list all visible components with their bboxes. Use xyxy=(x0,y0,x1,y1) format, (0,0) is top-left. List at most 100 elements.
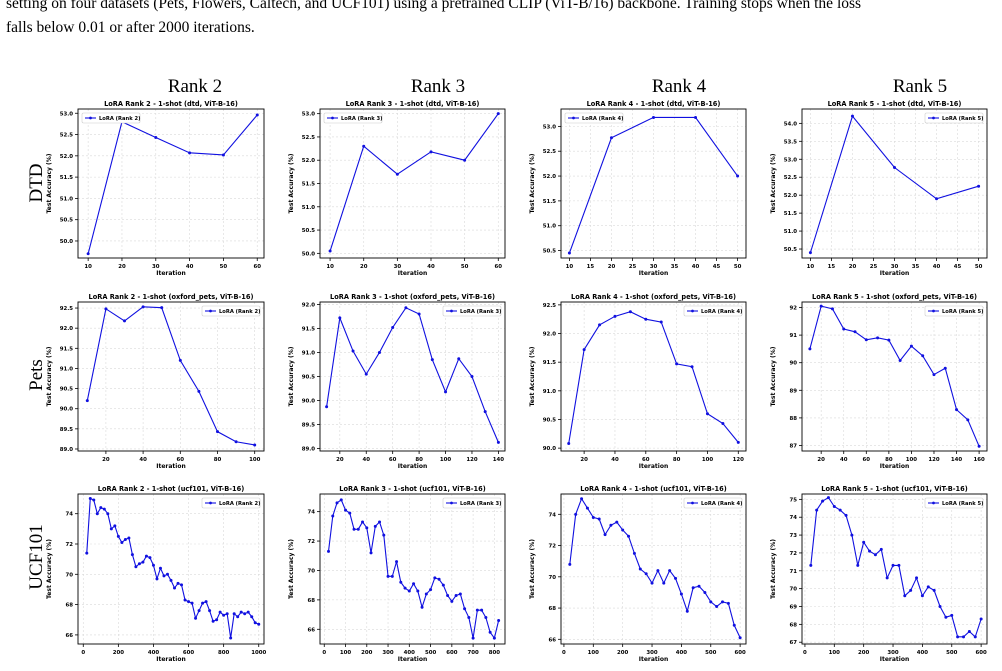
legend-marker xyxy=(932,116,935,120)
data-point xyxy=(809,563,813,567)
chart-pets-rank-3: 20 40 60 80 100 120 140 89.0 89.5 90.0 90.5 91.0 91.… xyxy=(288,293,506,470)
chart-ucf101-rank-5: 0 100 200 300 400 500 600 67 68 69 70 71 72 73 74 75 LoR… xyxy=(770,485,988,663)
data-point xyxy=(395,560,399,564)
data-point xyxy=(236,615,240,619)
data-point xyxy=(365,526,369,530)
y-axis-label: Test Accuracy (%) xyxy=(770,153,777,213)
data-point xyxy=(967,630,971,633)
x-tick-label: 140 xyxy=(493,457,505,463)
data-point xyxy=(399,580,403,584)
x-tick-label: 20 xyxy=(102,457,110,463)
y-tick-label: 50.5 xyxy=(784,247,798,253)
data-point xyxy=(187,600,191,604)
x-tick-label: 500 xyxy=(946,650,958,656)
data-point xyxy=(437,577,441,581)
data-point xyxy=(864,338,868,342)
data-point xyxy=(463,158,467,162)
x-axis-label: Iteration xyxy=(398,656,428,663)
data-point xyxy=(454,593,458,597)
y-axis-label: Test Accuracy (%) xyxy=(288,539,295,599)
y-tick-label: 92.5 xyxy=(60,306,74,312)
data-point xyxy=(243,612,247,616)
data-point xyxy=(158,566,162,570)
data-point xyxy=(603,533,607,537)
data-point xyxy=(674,576,678,580)
chart-title: LoRA Rank 3 - 1-shot (ucf101, ViT-B-16) xyxy=(339,485,485,493)
caption-line-2: falls below 0.01 or after 2000 iteration… xyxy=(6,19,255,36)
y-tick-label: 92.0 xyxy=(302,302,316,308)
legend-marker xyxy=(89,116,92,120)
data-point xyxy=(178,358,182,362)
data-point xyxy=(369,551,373,555)
data-point xyxy=(257,622,261,626)
data-point xyxy=(668,569,672,573)
x-tick-label: 20 xyxy=(608,264,616,270)
series-line xyxy=(810,496,982,638)
column-title-rank-2: Rank 2 xyxy=(167,76,223,97)
data-point xyxy=(926,585,930,589)
legend-label: LoRA (Rank 3) xyxy=(460,309,501,315)
data-point xyxy=(141,560,145,564)
data-point xyxy=(165,572,169,576)
data-point xyxy=(873,553,877,557)
data-point xyxy=(221,153,225,157)
legend-box xyxy=(924,497,984,509)
data-point xyxy=(253,621,257,625)
data-point xyxy=(470,375,474,378)
chart-ucf101-rank-3: 0 100 200 300 400 500 600 700 800 66 68 70 72 74 LoRA … xyxy=(288,485,506,663)
x-tick-label: 200 xyxy=(617,650,629,656)
legend-label: LoRA (Rank 5) xyxy=(942,309,983,315)
data-point xyxy=(955,408,959,412)
x-tick-label: 20 xyxy=(849,264,857,270)
data-point xyxy=(567,442,571,446)
plot-frame xyxy=(801,301,988,452)
x-tick-label: 50 xyxy=(734,264,742,270)
data-point xyxy=(897,563,901,567)
data-point xyxy=(675,362,679,366)
y-tick-label: 92.0 xyxy=(60,326,74,332)
data-point xyxy=(339,498,343,502)
y-tick-label: 67 xyxy=(789,640,797,646)
y-tick-label: 51.0 xyxy=(60,196,74,202)
data-point xyxy=(403,586,407,590)
y-tick-label: 51.5 xyxy=(302,182,316,188)
y-tick-label: 51.5 xyxy=(784,211,798,217)
legend-marker xyxy=(450,501,453,505)
x-tick-label: 60 xyxy=(389,457,397,463)
chart-title: LoRA Rank 3 - 1-shot (oxford_pets, ViT-B… xyxy=(330,293,495,301)
data-point xyxy=(650,581,654,585)
y-tick-label: 91 xyxy=(789,333,797,339)
y-tick-label: 90.0 xyxy=(302,399,316,405)
data-point xyxy=(935,197,939,201)
data-point xyxy=(216,430,219,434)
data-point xyxy=(201,601,205,605)
x-tick-label: 80 xyxy=(415,457,423,463)
y-tick-label: 69 xyxy=(789,605,797,611)
legend-marker xyxy=(209,309,212,313)
y-axis-label: Test Accuracy (%) xyxy=(770,346,777,406)
x-tick-label: 10 xyxy=(84,264,92,270)
x-tick-label: 40 xyxy=(611,457,619,463)
legend-label: LoRA (Rank 2) xyxy=(219,501,260,507)
y-tick-label: 88 xyxy=(789,416,797,422)
data-point xyxy=(838,508,842,512)
data-point xyxy=(450,599,454,603)
y-tick-label: 53.0 xyxy=(302,112,316,118)
series-line xyxy=(87,114,258,254)
x-tick-label: 20 xyxy=(817,457,825,463)
data-point xyxy=(876,336,880,340)
x-axis-label: Iteration xyxy=(639,270,669,277)
data-point xyxy=(632,551,636,555)
data-point xyxy=(180,583,184,587)
data-point xyxy=(815,508,819,512)
y-tick-label: 66 xyxy=(548,637,556,643)
data-point xyxy=(862,540,866,544)
data-point xyxy=(151,563,155,567)
y-tick-label: 51.0 xyxy=(302,205,316,211)
y-tick-label: 91.0 xyxy=(543,389,557,395)
y-tick-label: 91.5 xyxy=(302,326,316,332)
y-tick-label: 52.5 xyxy=(543,149,557,155)
data-point xyxy=(966,418,970,422)
x-tick-label: 120 xyxy=(466,457,478,463)
x-tick-label: 40 xyxy=(933,264,941,270)
